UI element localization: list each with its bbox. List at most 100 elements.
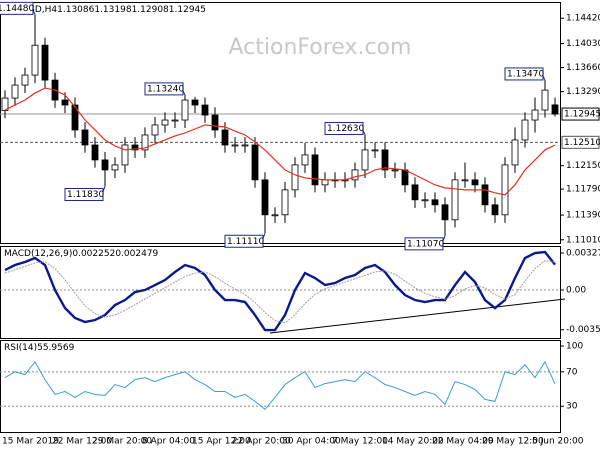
watermark: ActionForex.com bbox=[229, 35, 412, 60]
x-tick-label: 15 Mar 2019 bbox=[2, 437, 59, 447]
candle-body bbox=[531, 109, 539, 121]
price-label: 1.12945 bbox=[564, 110, 600, 120]
candle-body bbox=[181, 99, 189, 121]
x-tick-label: 22 May 04:00 bbox=[432, 437, 494, 447]
candle-body bbox=[491, 204, 499, 216]
x-tick-label: 5 Jun 20:00 bbox=[532, 437, 584, 447]
candle-body bbox=[111, 164, 119, 171]
candle-body bbox=[381, 149, 389, 171]
annotation-box bbox=[324, 122, 364, 136]
annotation-box bbox=[404, 237, 444, 251]
candle-body bbox=[501, 164, 509, 216]
x-tick-label: 30 Apr 04:00 bbox=[282, 437, 341, 447]
header-value: 1.13198 bbox=[94, 5, 131, 15]
x-tick-label: 22 Apr 20:00 bbox=[232, 437, 291, 447]
candle-body bbox=[251, 144, 259, 181]
header-value: 0.002252 bbox=[72, 249, 115, 259]
y-tick-label: 1.13290 bbox=[566, 87, 600, 97]
header-value: 1.12945 bbox=[169, 5, 206, 15]
annotation-label: 1.11070 bbox=[407, 239, 444, 249]
annotation-label: 1.12630 bbox=[327, 124, 364, 134]
candle-body bbox=[161, 119, 169, 126]
candle-body bbox=[1, 97, 9, 111]
candle-body bbox=[321, 179, 329, 186]
annotation-box bbox=[0, 1, 34, 15]
candle-body bbox=[301, 154, 309, 166]
candle-body bbox=[71, 104, 79, 131]
y-tick-label: -0.003519 bbox=[566, 325, 600, 335]
candle-body bbox=[81, 129, 89, 146]
candle-body bbox=[291, 164, 299, 191]
y-tick-label: 1.13660 bbox=[566, 63, 600, 73]
trendline bbox=[269, 298, 566, 334]
candle-body bbox=[31, 44, 39, 76]
candle-body bbox=[121, 144, 129, 166]
annotation-box bbox=[504, 67, 544, 81]
x-tick-label: 7 May 12:00 bbox=[332, 437, 388, 447]
candle-body bbox=[361, 149, 369, 171]
candle-body bbox=[201, 104, 209, 116]
candle-body bbox=[221, 129, 229, 146]
candle-body bbox=[471, 179, 479, 186]
candle-body bbox=[421, 199, 429, 202]
candle-body bbox=[551, 104, 559, 115]
candle-body bbox=[541, 89, 549, 111]
annotation-label: 1.13240 bbox=[147, 84, 184, 94]
series-line bbox=[4, 260, 556, 324]
annotation-label: 1.14480 bbox=[0, 4, 34, 14]
y-tick-label: 1.11790 bbox=[566, 185, 600, 195]
level-label-box bbox=[561, 135, 600, 149]
y-tick-label: 100 bbox=[566, 342, 583, 352]
candle-body bbox=[171, 119, 179, 122]
y-tick-label: 1.11010 bbox=[566, 235, 600, 245]
candle-body bbox=[261, 179, 269, 216]
y-tick-label: 0.003278 bbox=[566, 249, 600, 259]
level-label: 1.12510 bbox=[564, 138, 600, 148]
candle-body bbox=[521, 119, 529, 141]
panel-header: RSI(14)55.9569 bbox=[4, 343, 75, 353]
y-tick-label: 1.14420 bbox=[566, 14, 600, 24]
moving-average bbox=[4, 87, 556, 196]
panel-title: MACD(12,26,9) bbox=[4, 249, 72, 259]
y-tick-label: 70 bbox=[566, 367, 578, 377]
candle-body bbox=[241, 144, 249, 147]
candle-body bbox=[131, 144, 139, 151]
x-tick-label: 29 Mar 20:00 bbox=[92, 437, 152, 447]
candle-body bbox=[231, 144, 239, 147]
y-tick-label: 1.12150 bbox=[566, 161, 600, 171]
annotation-label: 1.11110 bbox=[227, 237, 264, 247]
panel-title: RSI(14) bbox=[4, 343, 37, 353]
candle-body bbox=[431, 199, 439, 206]
candle-body bbox=[411, 184, 419, 201]
macd-panel bbox=[0, 246, 561, 339]
candle-body bbox=[481, 184, 489, 206]
header-value: 1.12908 bbox=[132, 5, 169, 15]
candle-body bbox=[281, 189, 289, 216]
series-line bbox=[4, 360, 556, 410]
header-value: 1.13086 bbox=[57, 5, 94, 15]
candle-body bbox=[21, 74, 29, 86]
candle-body bbox=[311, 154, 319, 186]
candle-body bbox=[191, 99, 199, 106]
header-value: 0.002479 bbox=[115, 249, 158, 259]
candle-body bbox=[371, 149, 379, 152]
x-tick-label: 22 Mar 12:00 bbox=[52, 437, 112, 447]
annotation-box bbox=[144, 82, 184, 96]
price-panel bbox=[0, 2, 561, 244]
y-tick-label: 0.00 bbox=[566, 286, 586, 296]
series-line bbox=[4, 250, 556, 332]
candle-body bbox=[441, 204, 449, 221]
rsi-panel bbox=[0, 340, 561, 433]
header-value: 55.9569 bbox=[37, 343, 74, 353]
annotation-box bbox=[64, 187, 104, 201]
candle-body bbox=[101, 159, 109, 171]
candle-body bbox=[391, 169, 399, 172]
candle-body bbox=[271, 214, 279, 217]
candle-body bbox=[461, 179, 469, 182]
candle-body bbox=[451, 179, 459, 221]
panel-header: MACD(12,26,9)0.0022520.002479 bbox=[4, 249, 159, 259]
x-tick-label: 15 Apr 12:00 bbox=[192, 437, 251, 447]
y-tick-label: 30 bbox=[566, 402, 578, 412]
candle-body bbox=[11, 84, 19, 99]
x-tick-label: 8 Apr 04:00 bbox=[142, 437, 195, 447]
